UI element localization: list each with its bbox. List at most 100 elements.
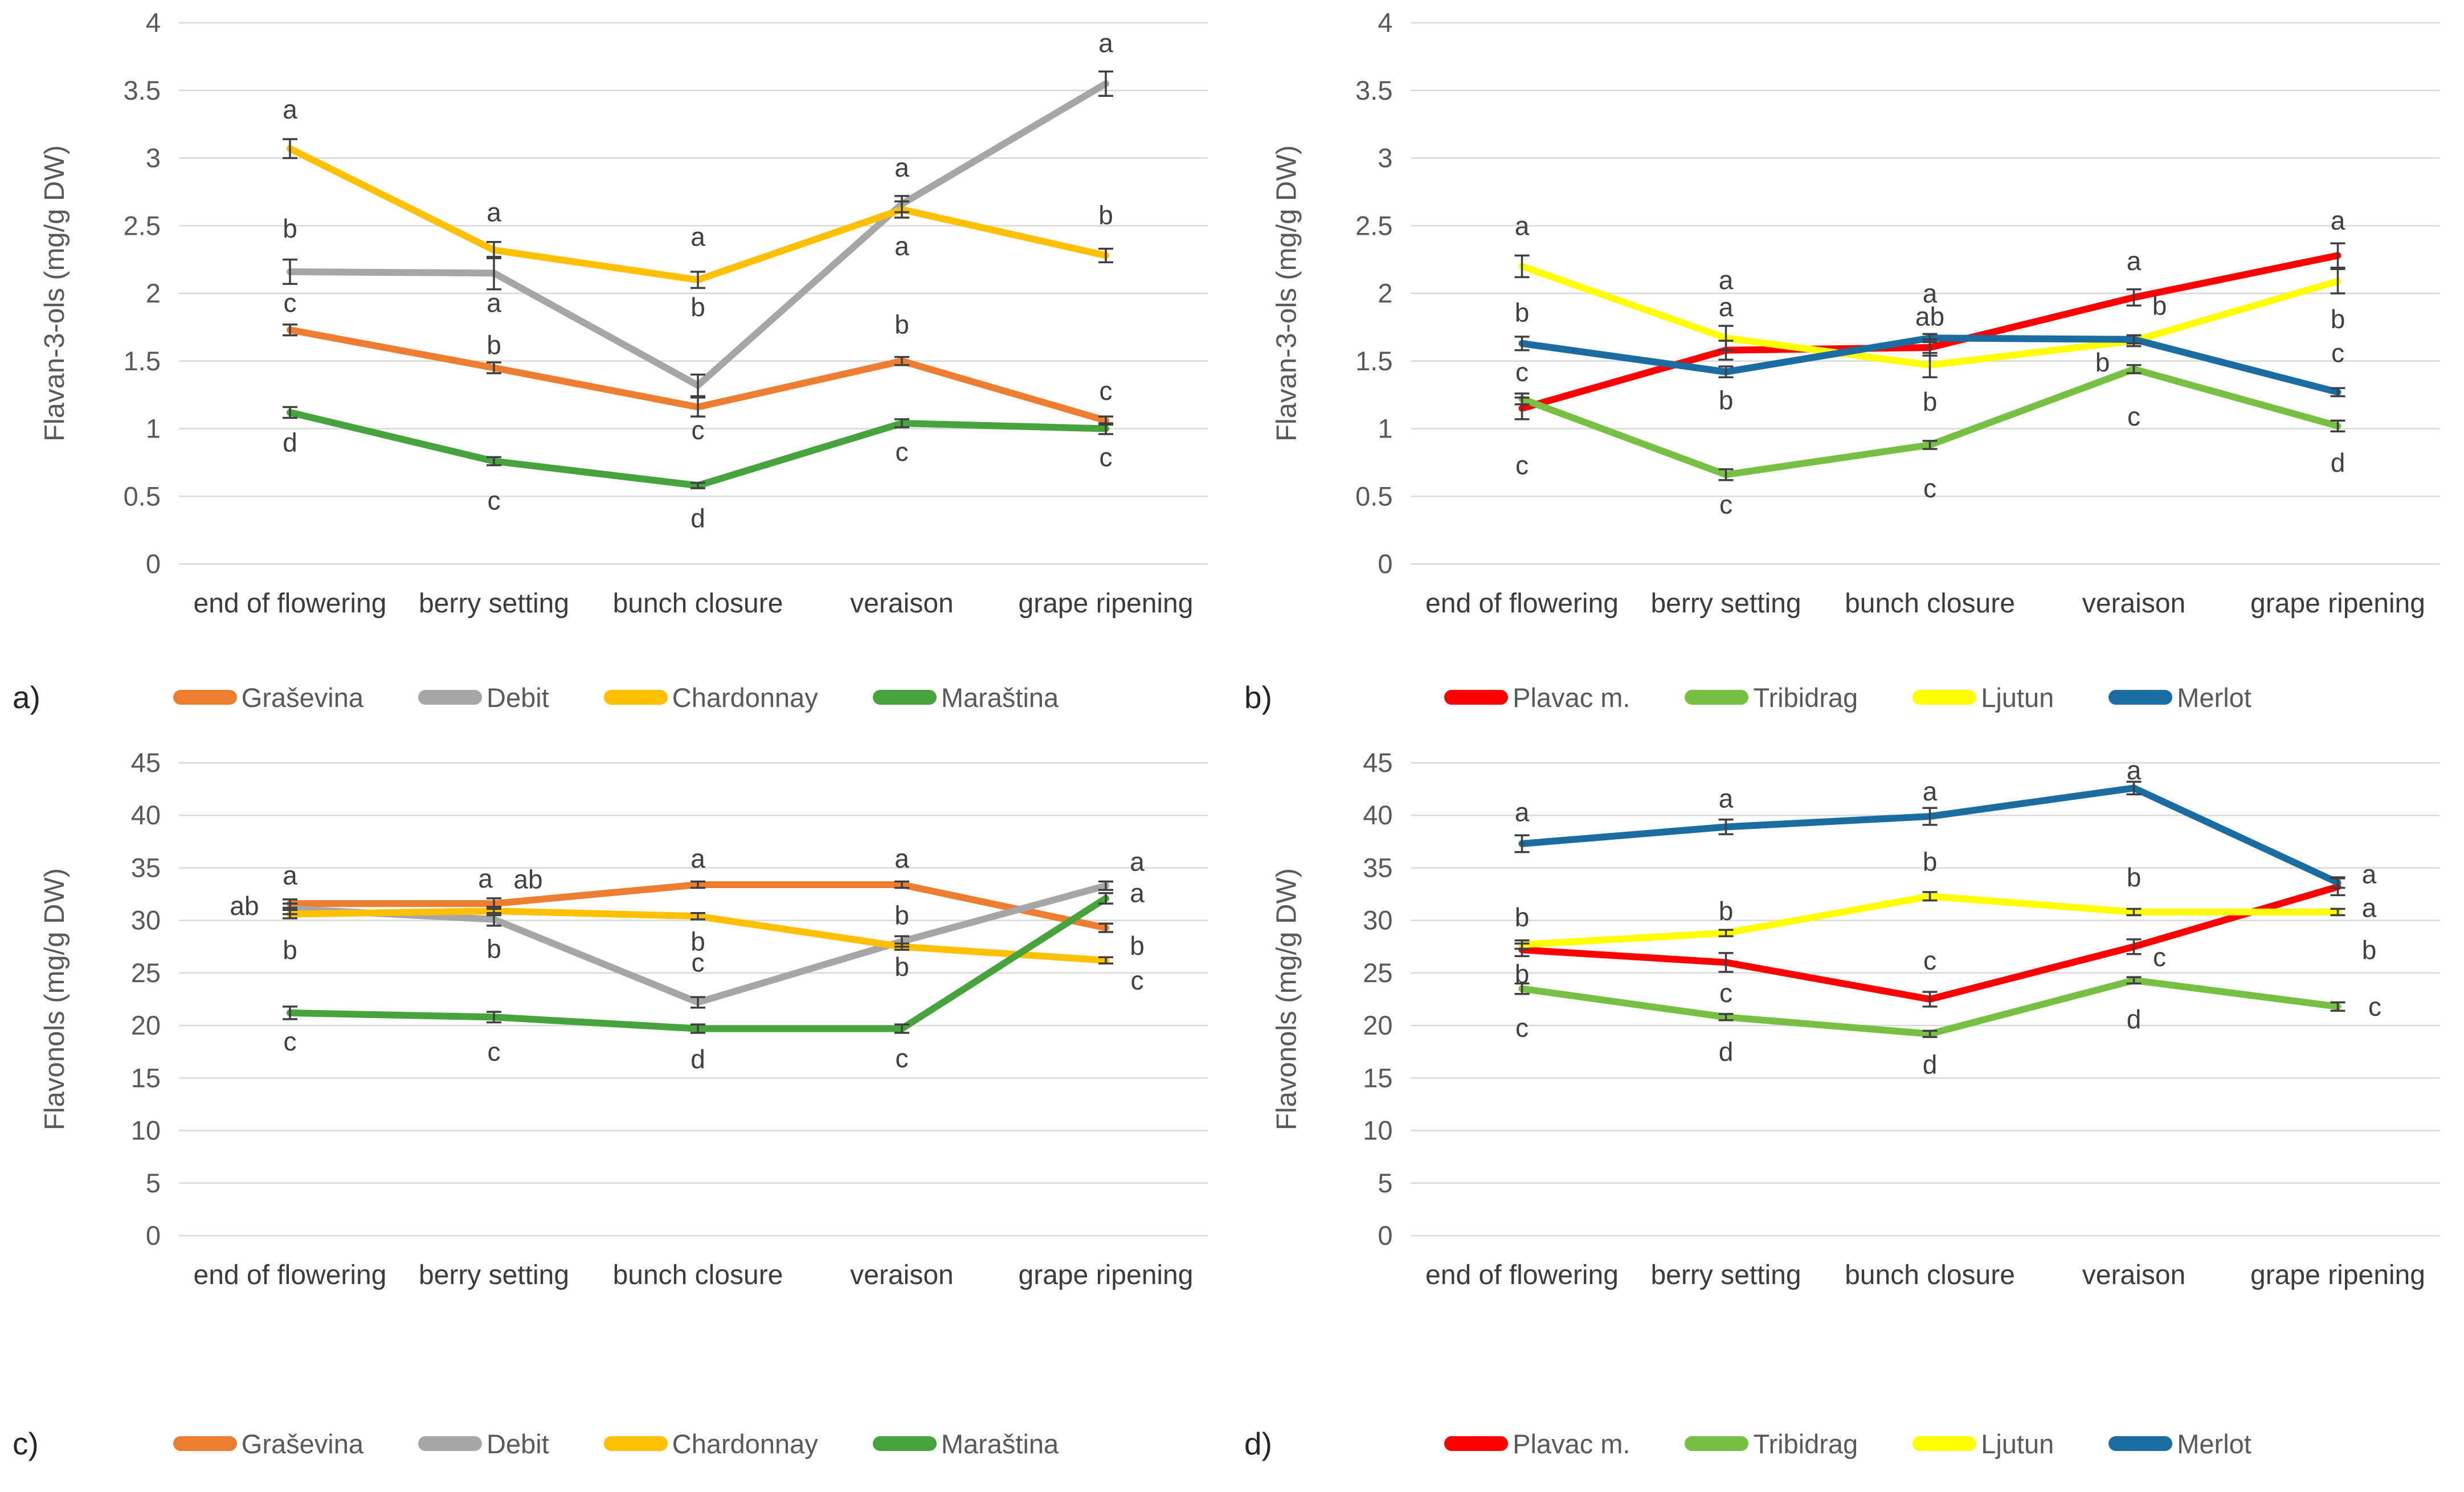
legend-label: Maraština — [941, 682, 1059, 713]
legend-swatch-ljutun — [1913, 1436, 1977, 1451]
error-bar-tribidrag — [1514, 393, 1530, 406]
sig-letter-chardonnay: c — [1131, 966, 1144, 995]
panel-label-a: a) — [13, 680, 40, 715]
y-tick-label: 0.5 — [1355, 481, 1392, 511]
legend-label: Tribidrag — [1753, 1428, 1858, 1459]
legend-item-mara-tina: Maraština — [872, 1428, 1059, 1460]
y-tick-label: 10 — [1363, 1115, 1392, 1146]
legend-label: Chardonnay — [672, 682, 818, 713]
sig-letter-debit: ab — [230, 891, 259, 921]
error-bar-merlot — [2126, 780, 2142, 796]
y-tick-label: 5 — [146, 1168, 161, 1198]
error-bar-debit — [690, 996, 705, 1009]
sig-letter-tribidrag: c — [2368, 992, 2381, 1021]
sig-letter-merlot: a — [2362, 860, 2377, 889]
error-bar-ljutun — [1922, 351, 1938, 378]
panel-c: 0 5 10 15 20 25 30 35 40 45 Flavonols (mg/g DW) end… — [0, 746, 1232, 1492]
sig-letter-mara-tina: d — [283, 427, 297, 457]
x-category-label: bunch closure — [1845, 1260, 2015, 1290]
legend-label: Plavac m. — [1513, 682, 1631, 713]
sig-letter-gra-evina: c — [1100, 376, 1113, 406]
legend-swatch-debit — [418, 690, 483, 705]
y-tick-label: 15 — [131, 1062, 161, 1093]
sig-letter-debit: c — [692, 947, 705, 977]
legend-swatch-mara-tina — [872, 690, 937, 705]
error-bar-mara-tina — [690, 481, 705, 489]
sig-letter-ljutun: b — [1923, 387, 1938, 416]
sig-letter-mara-tina: c — [896, 1043, 909, 1073]
legend-item-tribidrag: Tribidrag — [1685, 1428, 1858, 1460]
y-tick-label: 2.5 — [1355, 210, 1392, 240]
legend-label: Ljutun — [1981, 682, 2054, 713]
legend-swatch-chardonnay — [603, 690, 668, 705]
error-bar-chardonnay — [1098, 956, 1113, 965]
sig-letter-ljutun: b — [2095, 348, 2110, 377]
error-bar-plavac-m — [2126, 938, 2142, 955]
legend-item-chardonnay: Chardonnay — [603, 1428, 818, 1460]
legend-item-tribidrag: Tribidrag — [1685, 682, 1858, 713]
x-category-label: bunch closure — [1845, 588, 2015, 619]
error-bar-debit — [1098, 70, 1113, 97]
legend-row-c: c) Graševina Debit Chardonnay Maraština — [0, 1395, 1232, 1492]
y-tick-label: 20 — [1363, 1010, 1392, 1040]
error-bar-debit — [690, 373, 705, 398]
error-bar-tribidrag — [1718, 468, 1734, 481]
sig-letter-gra-evina: b — [487, 330, 501, 359]
x-category-label: bunch closure — [613, 588, 783, 619]
panel-label-d: d) — [1244, 1426, 1272, 1461]
sig-letter-tribidrag: d — [2127, 1004, 2142, 1034]
sig-letter-chardonnay: a — [283, 95, 297, 124]
legend-swatch-ljutun — [1913, 690, 1977, 705]
legend-swatch-plavac-m — [1444, 690, 1509, 705]
sig-letter-tribidrag: c — [1515, 1013, 1529, 1043]
sig-letter-merlot: a — [1923, 279, 1938, 308]
y-tick-label: 0 — [1378, 549, 1392, 579]
sig-letter-ljutun: b — [1719, 896, 1734, 926]
y-tick-label: 10 — [131, 1115, 161, 1146]
error-bar-plavac-m — [1718, 952, 1734, 973]
legend-row-a: a) Graševina Debit Chardonnay Maraština — [0, 649, 1232, 746]
legend-label: Plavac m. — [1513, 1428, 1631, 1459]
sig-letter-merlot: c — [2331, 338, 2344, 368]
y-tick-label: 25 — [131, 958, 161, 988]
error-bar-merlot — [2126, 334, 2142, 345]
series-line-chardonnay — [287, 145, 1109, 284]
legend-label: Debit — [487, 1428, 549, 1459]
legend-label: Graševina — [241, 1428, 364, 1459]
y-tick-label: 0 — [146, 1220, 161, 1250]
x-category-label: berry setting — [1650, 1260, 1801, 1290]
error-bar-tribidrag — [2126, 364, 2142, 374]
sig-letter-tribidrag: d — [1719, 1037, 1734, 1066]
sig-letter-chardonnay: a — [487, 198, 501, 227]
error-bar-ljutun — [1922, 891, 1938, 902]
panel-a: 0 0.5 1 1.5 2 2.5 3 3.5 4 Flavan-3-ols (mg/g DW) e… — [0, 0, 1232, 746]
error-bar-tribidrag — [2330, 1001, 2346, 1012]
error-bar-ljutun — [2330, 908, 2346, 917]
legend-item-gra-evina: Graševina — [173, 682, 363, 713]
x-category-label: end of flowering — [1425, 1260, 1619, 1290]
x-category-label: veraison — [2082, 588, 2185, 619]
y-tick-label: 45 — [131, 747, 161, 778]
y-tick-label: 1 — [1378, 414, 1392, 444]
y-tick-label: 35 — [1363, 852, 1392, 882]
error-bar-ljutun — [2330, 268, 2346, 295]
error-bar-chardonnay — [690, 271, 705, 289]
sig-letter-merlot: b — [1515, 297, 1530, 327]
sig-letter-plavac-m: c — [1719, 978, 1732, 1008]
sig-letter-ljutun: b — [2331, 304, 2346, 334]
series-line-plavac-m — [1518, 883, 2342, 1003]
sig-letter-ljutun: b — [2127, 863, 2142, 892]
error-bar-mara-tina — [690, 1023, 705, 1034]
legend-label: Chardonnay — [672, 1428, 818, 1459]
error-bar-merlot — [1514, 336, 1530, 351]
x-category-label: veraison — [850, 588, 953, 619]
x-category-label: grape ripening — [1019, 588, 1194, 619]
chart-flavonols-red-varieties: 0 5 10 15 20 25 30 35 40 45 Flavonols (mg/g DW) end… — [1272, 747, 2440, 1290]
sig-letter-plavac-m: a — [2127, 246, 2142, 276]
error-bar-gra-evina — [487, 361, 501, 374]
sig-letter-mara-tina: c — [284, 1027, 297, 1056]
error-bar-tribidrag — [1922, 1029, 1938, 1039]
chart-flavonols-white-varieties: 0 5 10 15 20 25 30 35 40 45 Flavonols (mg/g DW) end… — [39, 747, 1208, 1290]
sig-letter-plavac-m: ab — [1915, 301, 1944, 331]
legend-swatch-gra-evina — [173, 690, 237, 705]
